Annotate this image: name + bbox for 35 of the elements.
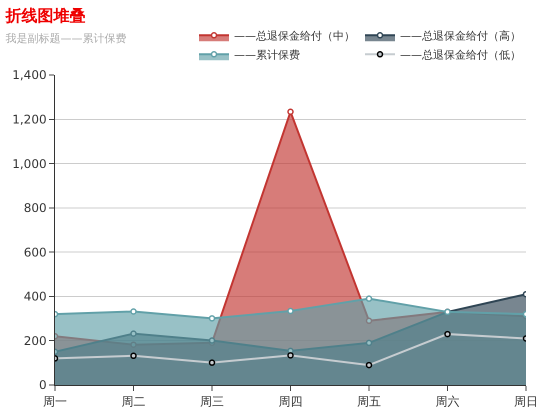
y-tick-label: 200 bbox=[24, 334, 47, 348]
point bbox=[287, 108, 294, 116]
point bbox=[287, 352, 294, 359]
point bbox=[366, 340, 372, 346]
x-tick-label: 周六 bbox=[436, 394, 460, 408]
y-tick-label: 1,000 bbox=[12, 156, 47, 171]
point bbox=[208, 315, 216, 322]
point bbox=[130, 352, 137, 360]
legend-label: ——累计保费 bbox=[234, 48, 300, 62]
point bbox=[130, 308, 137, 315]
y-tick-label: 600 bbox=[24, 245, 47, 260]
y-tick-label: 1,200 bbox=[12, 112, 47, 126]
legend-label: ——总退保金给付（中） bbox=[234, 30, 355, 43]
y-tick-label: 400 bbox=[24, 290, 47, 304]
point bbox=[366, 295, 372, 302]
point bbox=[130, 341, 137, 348]
x-tick-label: 周一 bbox=[43, 394, 67, 408]
x-tick-label: 周五 bbox=[357, 394, 381, 408]
point bbox=[444, 330, 451, 338]
chart-subtitle: 我是副标题——累计保费 bbox=[6, 32, 126, 45]
y-tick-label: 800 bbox=[24, 201, 47, 216]
point bbox=[366, 318, 372, 324]
legend-label: ——总退保金给付（低） bbox=[400, 48, 521, 62]
point bbox=[287, 308, 294, 314]
x-tick-label: 周三 bbox=[200, 394, 224, 408]
legend-label: ——总退保金给付（高） bbox=[400, 30, 521, 43]
y-tick-label: 1,400 bbox=[12, 68, 47, 82]
y-tick-label: 0 bbox=[38, 378, 47, 392]
point bbox=[366, 362, 372, 368]
x-tick-label: 周二 bbox=[122, 394, 146, 408]
x-tick-label: 周日 bbox=[514, 394, 538, 408]
point bbox=[130, 330, 137, 337]
point bbox=[208, 359, 216, 366]
x-tick-label: 周四 bbox=[278, 394, 302, 408]
chart-title: 折线图堆叠 bbox=[4, 6, 86, 25]
